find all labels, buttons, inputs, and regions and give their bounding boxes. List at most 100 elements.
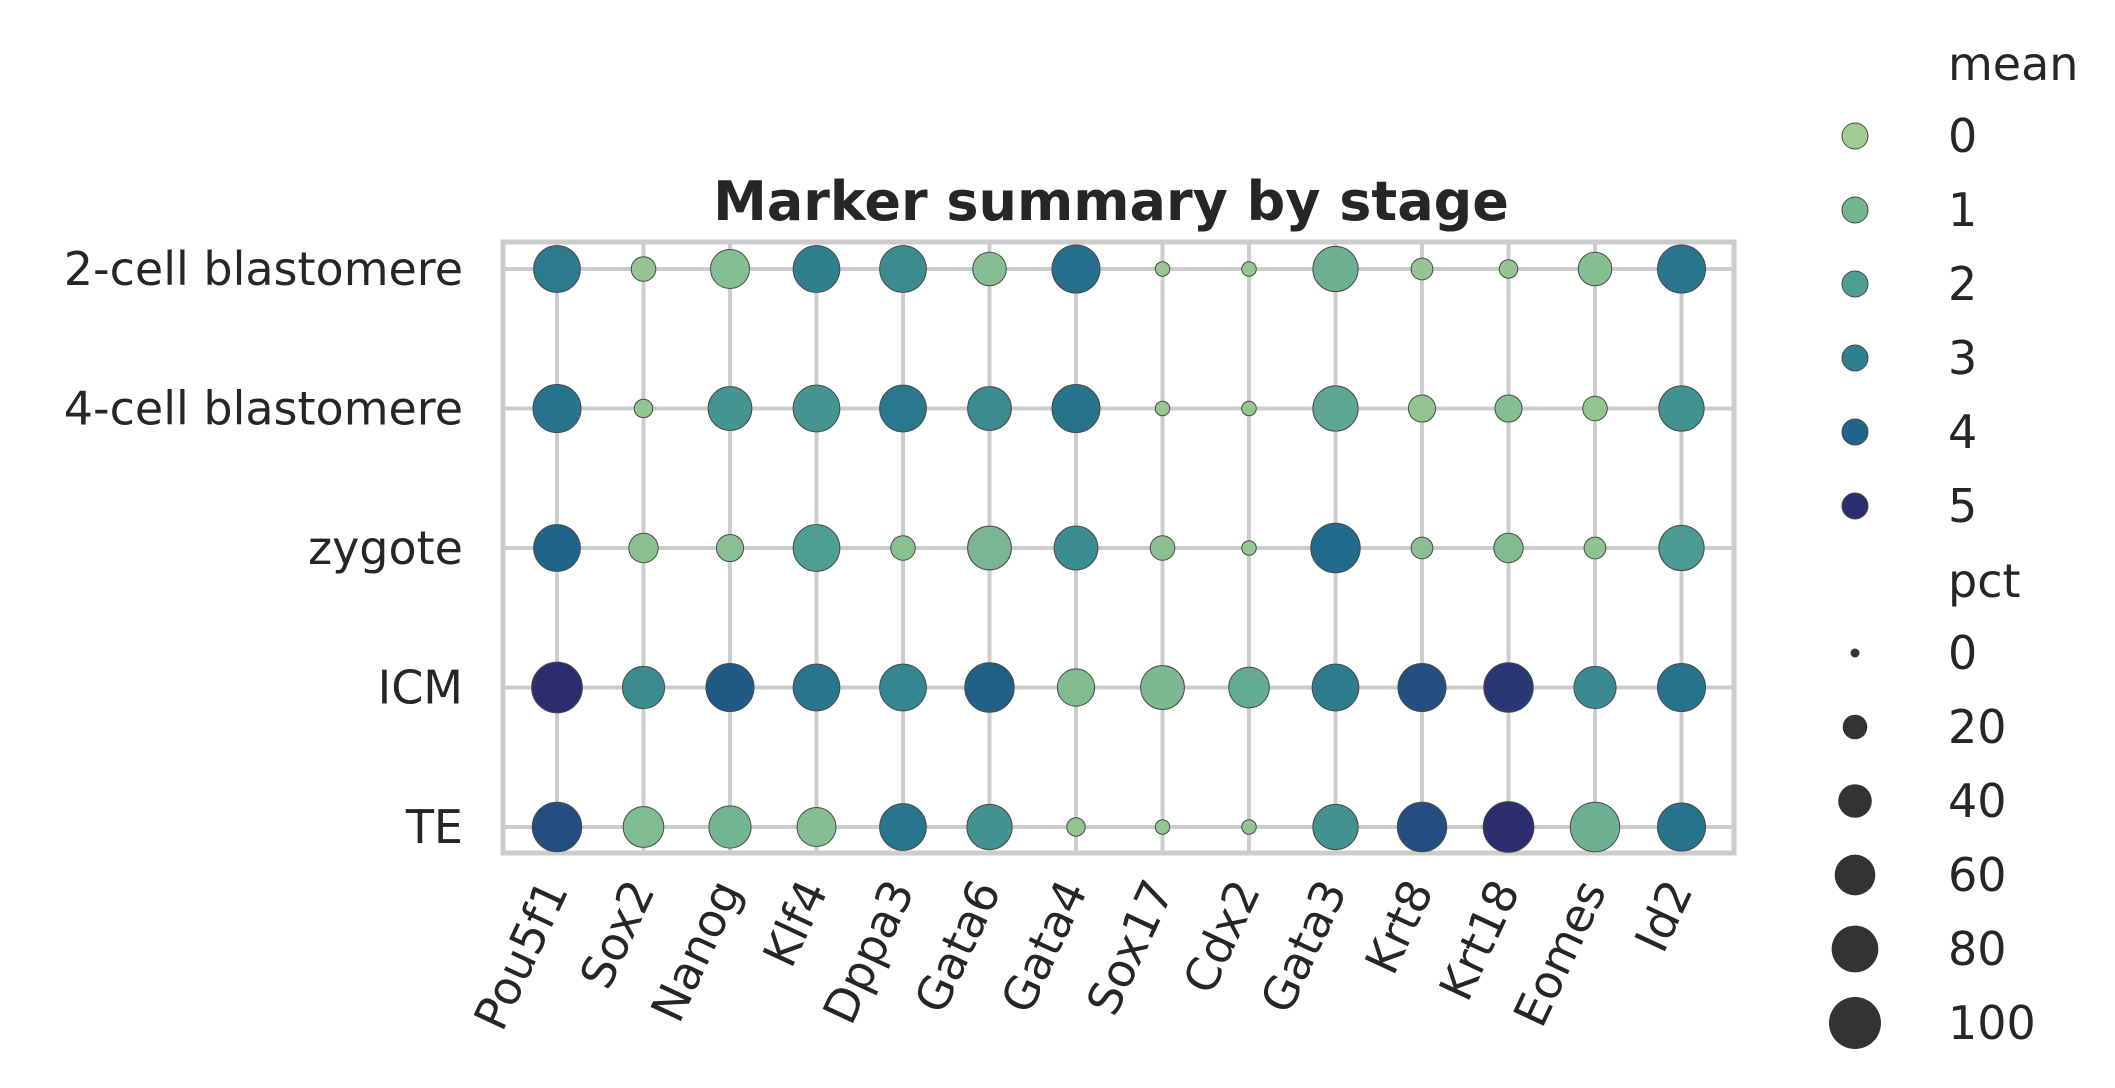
- dot-eomes-icm: [1573, 665, 1617, 710]
- chart-title: Marker summary by stage: [713, 170, 1509, 233]
- dot-cdx2-4-cell-blastomere: [1241, 400, 1257, 417]
- dot-dppa3-zygote: [890, 535, 916, 561]
- dot-dppa3-te: [879, 803, 927, 851]
- dot-gata3-2-cell-blastomere: [1312, 245, 1359, 293]
- grid-layer: [503, 242, 1734, 853]
- legend-mean-swatch: [1841, 344, 1869, 372]
- dot-gata6-te: [966, 803, 1013, 851]
- dot-klf4-zygote: [792, 524, 841, 572]
- dot-krt18-te: [1482, 801, 1535, 853]
- dot-klf4-2-cell-blastomere: [792, 245, 841, 293]
- dot-cdx2-te: [1241, 819, 1257, 835]
- dot-id2-te: [1656, 802, 1707, 852]
- legend-pct-label: 40: [1948, 774, 2007, 828]
- dot-sox17-zygote: [1149, 535, 1176, 561]
- dot-nanog-4-cell-blastomere: [707, 386, 753, 431]
- dot-gata3-4-cell-blastomere: [1312, 385, 1359, 432]
- dot-cdx2-zygote: [1241, 540, 1257, 556]
- x-tick-label: Pou5f1: [463, 872, 579, 1038]
- dot-nanog-2-cell-blastomere: [709, 248, 751, 290]
- legend-pct-title: pct: [1948, 554, 2021, 608]
- legend-mean-label: 5: [1948, 479, 1977, 533]
- dot-pou5f1-2-cell-blastomere: [533, 245, 581, 293]
- x-tick-label: Sox2: [569, 872, 665, 997]
- legend-mean-label: 0: [1948, 109, 1977, 163]
- dot-sox2-icm: [621, 665, 666, 710]
- y-tick-label: zygote: [308, 521, 463, 575]
- dot-dppa3-icm: [879, 663, 927, 712]
- legend-mean-swatch: [1841, 196, 1869, 224]
- dot-eomes-zygote: [1583, 536, 1607, 560]
- dot-gata4-te: [1066, 817, 1086, 837]
- legend-pct-swatch: [1829, 997, 1881, 1049]
- legend-pct-swatch: [1834, 854, 1876, 896]
- dot-pou5f1-te: [531, 801, 583, 853]
- dot-sox2-2-cell-blastomere: [630, 256, 657, 282]
- dot-dppa3-2-cell-blastomere: [879, 245, 927, 293]
- legend-pct-swatch: [1838, 784, 1872, 818]
- dot-gata4-2-cell-blastomere: [1051, 244, 1101, 294]
- dot-klf4-icm: [792, 663, 841, 712]
- dots-layer: [531, 244, 1707, 853]
- dot-nanog-icm: [705, 662, 755, 713]
- legend-mean-swatch: [1841, 418, 1869, 446]
- dot-dppa3-4-cell-blastomere: [879, 384, 927, 433]
- legend-pct-label: 60: [1948, 848, 2007, 902]
- legend-pct-swatch: [1831, 925, 1879, 973]
- legend-mean-label: 2: [1948, 257, 1977, 311]
- legend-mean-swatch: [1841, 270, 1869, 298]
- x-tick-label: Krt8: [1354, 872, 1444, 982]
- dot-sox2-te: [622, 806, 665, 848]
- dot-gata4-icm: [1056, 668, 1096, 707]
- dot-id2-4-cell-blastomere: [1658, 385, 1705, 432]
- y-tick-label: 4-cell blastomere: [64, 382, 463, 436]
- dot-nanog-zygote: [715, 533, 745, 563]
- dot-id2-2-cell-blastomere: [1656, 244, 1707, 294]
- dot-sox17-icm: [1140, 665, 1185, 710]
- legend-pct-label: 80: [1948, 922, 2007, 976]
- dot-sox17-4-cell-blastomere: [1154, 400, 1171, 417]
- dot-sox17-te: [1154, 819, 1171, 835]
- x-tick-label: Id2: [1624, 872, 1703, 960]
- dot-klf4-4-cell-blastomere: [792, 384, 841, 433]
- dot-krt18-icm: [1483, 662, 1534, 713]
- legend-mean-swatch: [1841, 122, 1869, 150]
- dot-gata6-zygote: [967, 525, 1012, 571]
- dot-pou5f1-icm: [531, 661, 583, 714]
- dot-id2-icm: [1656, 662, 1707, 713]
- dot-krt8-2-cell-blastomere: [1410, 257, 1434, 281]
- dot-gata6-4-cell-blastomere: [967, 386, 1012, 431]
- legend-mean-label: 1: [1948, 183, 1977, 237]
- plot-frame: [500, 239, 1737, 856]
- dot-klf4-te: [796, 806, 837, 848]
- dot-sox17-2-cell-blastomere: [1154, 261, 1171, 277]
- dot-gata6-icm: [964, 662, 1015, 713]
- dot-cdx2-icm: [1228, 666, 1270, 709]
- y-tick-label: TE: [405, 800, 463, 854]
- dot-nanog-te: [708, 805, 752, 849]
- dot-sox2-4-cell-blastomere: [633, 398, 654, 419]
- dot-sox2-zygote: [628, 532, 659, 564]
- dot-eomes-2-cell-blastomere: [1577, 251, 1613, 287]
- dot-gata3-zygote: [1310, 522, 1361, 574]
- dot-gata3-icm: [1311, 663, 1360, 712]
- dot-pou5f1-zygote: [533, 524, 581, 572]
- legend-pct-label: 100: [1948, 996, 2036, 1050]
- y-tick-label: ICM: [378, 661, 463, 715]
- dot-krt8-icm: [1397, 662, 1447, 713]
- legend: mean pct 0 1 2 3 4 5 0 20 40 60 80 100: [1829, 37, 2078, 1050]
- legend-mean-label: 3: [1948, 331, 1977, 385]
- legend-pct-swatch: [1842, 714, 1868, 740]
- dot-krt18-zygote: [1493, 532, 1524, 564]
- dot-krt18-2-cell-blastomere: [1498, 259, 1519, 279]
- legend-pct-label: 20: [1948, 700, 2007, 754]
- y-tick-labels: 2-cell blastomere 4-cell blastomere zygote…: [64, 242, 463, 854]
- legend-pct-label: 0: [1948, 626, 1977, 680]
- dot-cdx2-2-cell-blastomere: [1241, 261, 1257, 277]
- dot-krt8-zygote: [1410, 536, 1434, 560]
- dot-krt18-4-cell-blastomere: [1494, 394, 1523, 423]
- x-tick-label: Klf4: [752, 872, 838, 975]
